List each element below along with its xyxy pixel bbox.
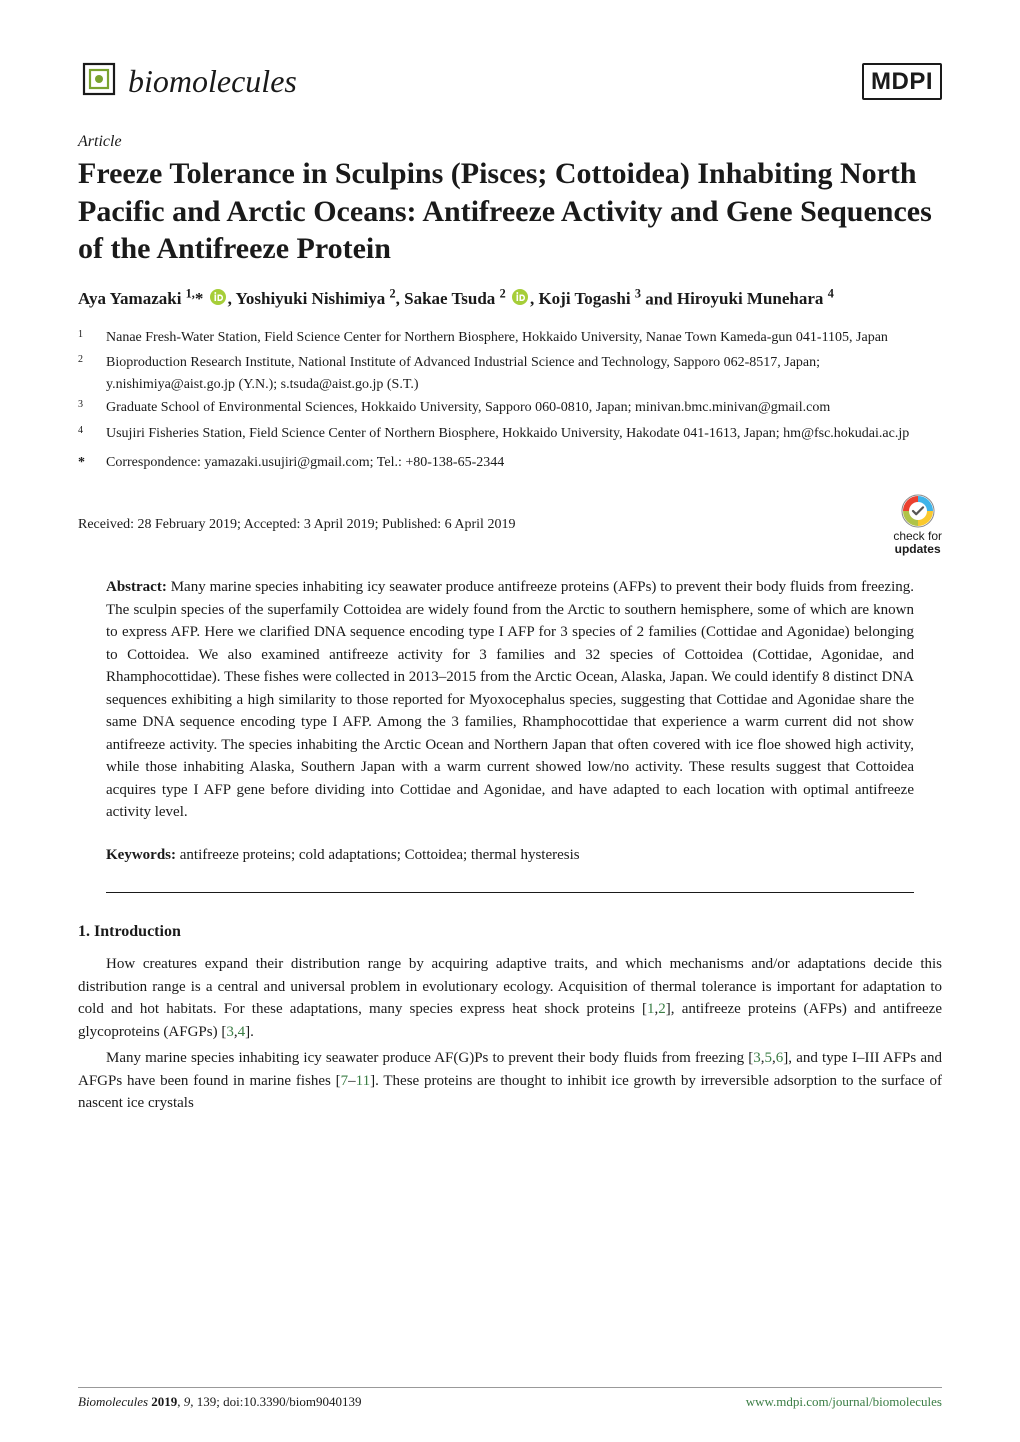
check-updates-line1: check for [893, 529, 942, 543]
ref-link[interactable]: 1 [647, 1001, 655, 1017]
intro-para-2: Many marine species inhabiting icy seawa… [78, 1047, 942, 1115]
footer-citation: Biomolecules 2019, 9, 139; doi:10.3390/b… [78, 1394, 361, 1410]
journal-logo-icon [78, 58, 120, 105]
journal-name: biomolecules [128, 63, 297, 100]
publication-dates: Received: 28 February 2019; Accepted: 3 … [78, 517, 515, 533]
footer-doi: , 9, 139; doi:10.3390/biom9040139 [177, 1394, 361, 1409]
check-for-updates-badge[interactable]: check for updates [893, 494, 942, 556]
dates-row: Received: 28 February 2019; Accepted: 3 … [78, 494, 942, 556]
author-list: Aya Yamazaki 1,* , Yoshiyuki Nishimiya 2… [78, 286, 942, 313]
affiliation-3: 3 Graduate School of Environmental Scien… [106, 397, 942, 420]
author-name: Aya Yamazaki [78, 289, 181, 308]
affiliations-block: 1 Nanae Fresh-Water Station, Field Scien… [78, 327, 942, 474]
ref-link[interactable]: 11 [356, 1073, 370, 1089]
author-name: Koji Togashi [538, 289, 630, 308]
aff-text: Bioproduction Research Institute, Nation… [106, 352, 942, 395]
corr-text: Correspondence: yamazaki.usujiri@gmail.c… [106, 452, 504, 474]
aff-text: Graduate School of Environmental Science… [106, 397, 830, 420]
publisher-logo: MDPI [862, 68, 942, 96]
aff-text: Nanae Fresh-Water Station, Field Science… [106, 327, 888, 350]
abstract-label: Abstract: [106, 579, 167, 595]
aff-num: 4 [78, 423, 106, 446]
aff-text: Usujiri Fisheries Station, Field Science… [106, 423, 909, 446]
article-type: Article [78, 133, 942, 151]
section-heading: 1. Introduction [78, 923, 942, 941]
ref-link[interactable]: 2 [658, 1001, 666, 1017]
affiliation-1: 1 Nanae Fresh-Water Station, Field Scien… [106, 327, 942, 350]
author-name: Hiroyuki Munehara [677, 289, 824, 308]
intro-para-1: How creatures expand their distribution … [78, 953, 942, 1043]
abstract-text: Many marine species inhabiting icy seawa… [106, 579, 914, 820]
aff-num: 1 [78, 327, 106, 350]
author-1: Aya Yamazaki 1,* , [78, 289, 235, 308]
author-mark: * [195, 289, 204, 308]
footer-year: 2019 [151, 1394, 177, 1409]
author-3: Sakae Tsuda 2 , [404, 289, 538, 308]
section-introduction: 1. Introduction How creatures expand the… [78, 923, 942, 1115]
ref-link[interactable]: 5 [765, 1050, 773, 1066]
ref-link[interactable]: 6 [776, 1050, 784, 1066]
check-updates-text: check for updates [893, 530, 942, 556]
author-name: Yoshiyuki Nishimiya [235, 289, 385, 308]
author-conj: and [645, 289, 677, 308]
footer-journal: Biomolecules [78, 1394, 151, 1409]
affiliation-4: 4 Usujiri Fisheries Station, Field Scien… [106, 423, 942, 446]
keywords-text: antifreeze proteins; cold adaptations; C… [176, 847, 580, 863]
orcid-icon [512, 288, 528, 313]
section-divider [106, 892, 914, 893]
page-footer: Biomolecules 2019, 9, 139; doi:10.3390/b… [78, 1387, 942, 1410]
author-5: Hiroyuki Munehara 4 [677, 289, 834, 308]
journal-brand: biomolecules [78, 58, 297, 105]
aff-num: 2 [78, 352, 106, 395]
crossmark-icon [893, 494, 942, 528]
mdpi-logo-text: MDPI [862, 63, 942, 100]
paper-title: Freeze Tolerance in Sculpins (Pisces; Co… [78, 155, 942, 268]
ref-link[interactable]: 3 [226, 1024, 234, 1040]
ref-link[interactable]: 4 [238, 1024, 246, 1040]
ref-link[interactable]: 3 [753, 1050, 761, 1066]
author-aff: 4 [828, 287, 834, 301]
orcid-icon [210, 288, 226, 313]
correspondence: * Correspondence: yamazaki.usujiri@gmail… [106, 452, 942, 474]
abstract: Abstract: Many marine species inhabiting… [78, 576, 942, 824]
author-4: Koji Togashi 3 [538, 289, 645, 308]
affiliation-2: 2 Bioproduction Research Institute, Nati… [106, 352, 942, 395]
keywords: Keywords: antifreeze proteins; cold adap… [78, 844, 942, 867]
footer-journal-link[interactable]: www.mdpi.com/journal/biomolecules [746, 1394, 942, 1410]
paper-header: biomolecules MDPI [78, 58, 942, 105]
author-aff: 2 [389, 287, 395, 301]
ref-link[interactable]: 7 [341, 1073, 349, 1089]
keywords-label: Keywords: [106, 847, 176, 863]
author-aff: 1, [186, 287, 195, 301]
author-name: Sakae Tsuda [404, 289, 495, 308]
aff-num: 3 [78, 397, 106, 420]
author-2: Yoshiyuki Nishimiya 2, [235, 289, 404, 308]
author-aff: 2 [500, 287, 506, 301]
corr-mark: * [78, 452, 106, 474]
check-updates-line2: updates [895, 542, 941, 556]
author-aff: 3 [635, 287, 641, 301]
